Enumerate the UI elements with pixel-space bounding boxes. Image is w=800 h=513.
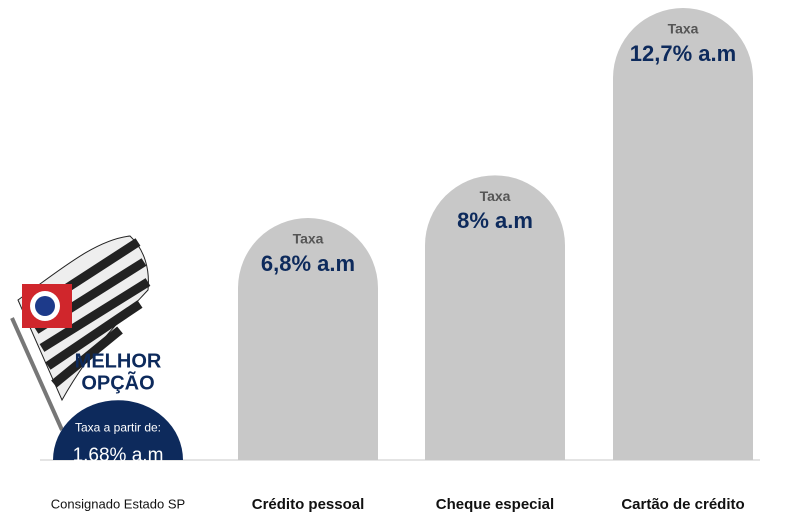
x-tick-label: Cartão de crédito xyxy=(621,496,744,513)
badge-text: MELHOR xyxy=(75,350,162,372)
bar xyxy=(53,400,183,460)
bar xyxy=(238,217,378,460)
value-label: 8% a.m xyxy=(457,208,533,233)
x-tick-label: Cheque especial xyxy=(436,496,554,513)
bar xyxy=(613,8,753,460)
flag-icon xyxy=(10,235,151,431)
x-tick-label: Consignado Estado SP xyxy=(51,496,185,511)
rate-caption: Taxa xyxy=(668,21,699,37)
bar xyxy=(425,175,565,461)
rate-caption: Taxa xyxy=(480,188,511,204)
rate-caption: Taxa xyxy=(293,231,324,247)
value-label: 6,8% a.m xyxy=(261,251,355,276)
rate-caption: Taxa a partir de: xyxy=(75,420,161,434)
badge-text: OPÇÃO xyxy=(81,371,154,394)
value-label: 12,7% a.m xyxy=(630,41,736,66)
x-tick-label: Crédito pessoal xyxy=(252,496,365,513)
value-label: 1,68% a.m xyxy=(73,445,164,466)
